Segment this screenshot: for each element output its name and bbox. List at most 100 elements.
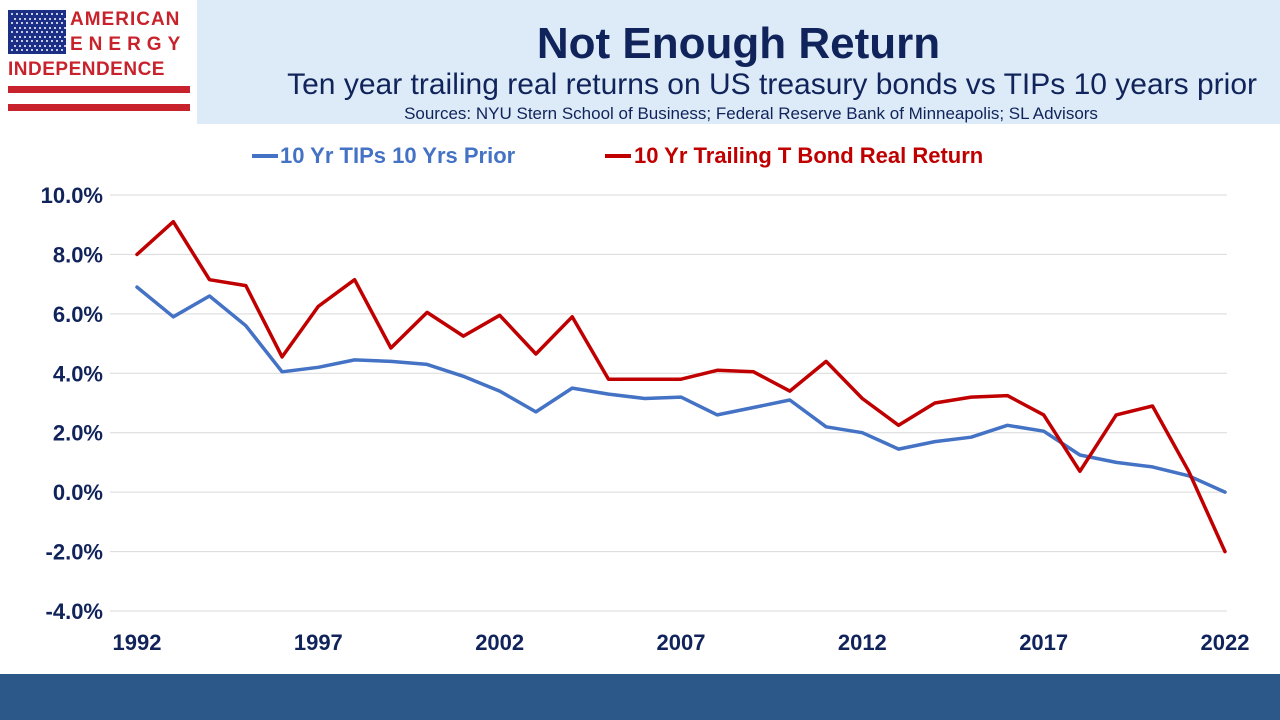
x-tick-label: 1997: [294, 630, 343, 655]
x-tick-label: 2022: [1201, 630, 1250, 655]
flag-star: [53, 26, 56, 29]
legend-label: 10 Yr TIPs 10 Yrs Prior: [280, 143, 516, 168]
y-tick-label: 2.0%: [53, 421, 103, 446]
line-chart: 10.0% 8.0% 6.0% 4.0% 2.0% 0.0% -2.0% -4.0% 1992 1…: [41, 143, 1250, 655]
flag-star: [41, 40, 43, 42]
flag-star: [26, 13, 28, 15]
flag-star: [38, 44, 41, 47]
flag-star: [28, 44, 31, 47]
flag-star: [16, 22, 18, 24]
flag-star: [28, 17, 31, 20]
flag-star: [23, 26, 26, 29]
flag-star: [16, 49, 18, 51]
y-tick-label: 6.0%: [53, 302, 103, 327]
flag-star: [26, 31, 28, 33]
flag-star: [46, 49, 48, 51]
flag-star: [11, 31, 13, 33]
flag-star: [16, 31, 18, 33]
flag-star: [38, 35, 41, 38]
flag-star: [48, 17, 51, 20]
flag-star: [38, 26, 41, 29]
flag-star: [31, 13, 33, 15]
flag-star: [56, 22, 58, 24]
y-tick-label: 0.0%: [53, 480, 103, 505]
flag-star: [43, 44, 46, 47]
series-line-1: [135, 285, 1227, 494]
flag-star: [58, 26, 61, 29]
flag-star: [11, 40, 13, 42]
flag-star: [41, 49, 43, 51]
flag-star: [31, 22, 33, 24]
footer-band: [0, 674, 1280, 720]
flag-star: [43, 26, 46, 29]
flag-star: [36, 22, 38, 24]
sources-note: Sources: NYU Stern School of Business; F…: [404, 104, 1098, 123]
y-tick-label: 4.0%: [53, 361, 103, 386]
flag-star: [21, 31, 23, 33]
y-tick-label: 10.0%: [41, 183, 103, 208]
flag-star: [31, 40, 33, 42]
flag-star: [41, 22, 43, 24]
x-tick-label: 1992: [113, 630, 162, 655]
flag-star: [63, 26, 66, 29]
flag-star: [43, 17, 46, 20]
flag-star: [51, 49, 53, 51]
flag-star: [41, 31, 43, 33]
page-title: Not Enough Return: [536, 19, 941, 68]
flag-star: [26, 40, 28, 42]
flag-star: [21, 13, 23, 15]
page-subtitle: Ten year trailing real returns on US tre…: [287, 68, 1257, 101]
flag-star: [11, 13, 13, 15]
flag-star: [46, 40, 48, 42]
flag-star: [53, 17, 56, 20]
american-energy-independence-logo: AMERICAN ENERGY INDEPENDENCE: [0, 0, 197, 124]
flag-star: [58, 44, 61, 47]
logo-stripe: [8, 86, 190, 93]
x-tick-label: 2012: [838, 630, 887, 655]
flag-star: [21, 22, 23, 24]
flag-star: [21, 49, 23, 51]
legend-label: 10 Yr Trailing T Bond Real Return: [634, 143, 983, 168]
flag-star: [58, 17, 61, 20]
flag-star: [33, 35, 36, 38]
logo-stripe: [8, 104, 190, 111]
flag-star: [56, 31, 58, 33]
flag-star: [48, 26, 51, 29]
flag-star: [63, 35, 66, 38]
flag-star: [13, 35, 16, 38]
flag-star: [33, 17, 36, 20]
flag-star: [31, 49, 33, 51]
flag-star: [13, 26, 16, 29]
flag-star: [46, 13, 48, 15]
flag-star: [18, 26, 21, 29]
flag-star: [48, 44, 51, 47]
flag-star: [36, 13, 38, 15]
flag-star: [63, 44, 66, 47]
flag-star: [38, 17, 41, 20]
flag-star: [23, 35, 26, 38]
flag-star: [46, 31, 48, 33]
flag-star: [13, 44, 16, 47]
flag-star: [16, 13, 18, 15]
y-tick-label: -4.0%: [46, 599, 103, 624]
flag-star: [18, 44, 21, 47]
flag-star: [33, 26, 36, 29]
flag-star: [51, 40, 53, 42]
flag-star: [21, 40, 23, 42]
header-band: [197, 0, 1280, 124]
flag-star: [16, 40, 18, 42]
us-flag-icon: [8, 10, 66, 54]
flag-star: [11, 22, 13, 24]
flag-star: [13, 17, 16, 20]
flag-star: [36, 49, 38, 51]
x-tick-label: 2017: [1019, 630, 1068, 655]
series-line-2: [135, 219, 1227, 554]
y-tick-label: 8.0%: [53, 242, 103, 267]
flag-star: [23, 44, 26, 47]
flag-star: [18, 35, 21, 38]
flag-star: [11, 49, 13, 51]
flag-star: [26, 49, 28, 51]
flag-star: [51, 13, 53, 15]
x-tick-label: 2007: [657, 630, 706, 655]
flag-star: [43, 35, 46, 38]
